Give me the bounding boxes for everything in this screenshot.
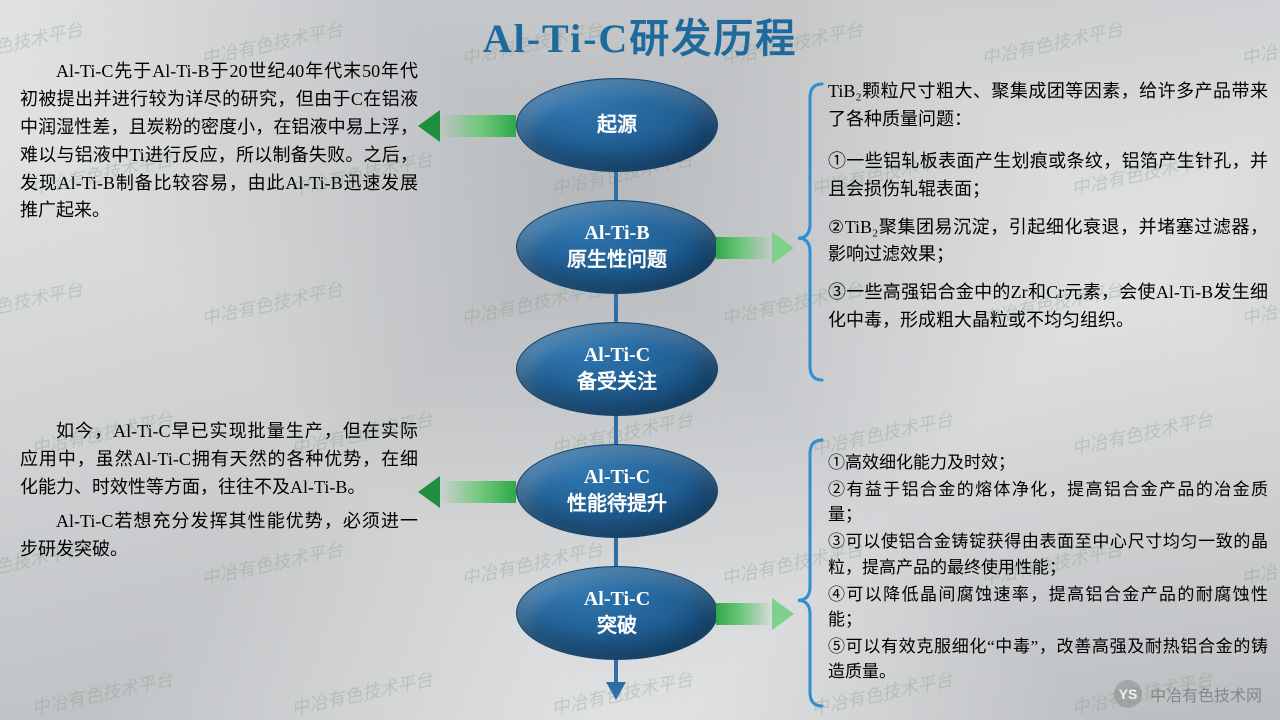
flow-arrowhead-icon [606,682,626,700]
altib-problem-item-1: ②TiB₂聚集团易沉淀，引起细化衰退，并堵塞过滤器，影响过滤效果； [828,214,1268,270]
flow-node-2-line1: Al-Ti-C [584,342,650,369]
footer-logo-text: 中冶有色技术网 [1150,682,1262,706]
watermark-text: 中冶有色技术平台 [0,275,85,330]
arrow-tip-icon [418,110,440,142]
connector-arrow-3 [716,600,794,628]
flow-node-2: Al-Ti-C备受关注 [516,322,718,416]
flow-node-2-line2: 备受关注 [577,369,657,396]
altic-benefit-item-4: ⑤可以有效克服细化“中毒”，改善高强及耐热铝合金的铸造质量。 [828,634,1268,684]
curly-brace-1 [796,436,826,710]
watermark-text: 中冶有色技术平台 [29,665,175,720]
arrow-bar [716,603,772,625]
connector-arrow-1 [716,234,794,262]
connector-arrow-2 [418,478,516,506]
arrow-bar [440,481,516,503]
flow-node-1-line2: 原生性问题 [567,247,667,274]
flow-node-4-line2: 突破 [597,613,637,640]
curly-brace-0 [796,80,826,384]
arrow-tip-icon [418,476,440,508]
altic-benefit-item-3: ④可以降低晶间腐蚀速率，提高铝合金产品的耐腐蚀性能； [828,582,1268,632]
page-title: Al-Ti-C研发历程 [0,6,1280,64]
flow-node-4-line1: Al-Ti-C [584,586,650,613]
left-text-improve-p1: 如今，Al-Ti-C早已实现批量生产，但在实际应用中，虽然Al-Ti-C拥有天然… [20,418,418,502]
flow-column: 起源Al-Ti-B原生性问题Al-Ti-C备受关注Al-Ti-C性能待提升Al-… [516,78,716,708]
altic-benefit-item-0: ①高效细化能力及时效； [828,450,1268,475]
flow-node-3: Al-Ti-C性能待提升 [516,444,718,538]
flow-node-0-line2: 起源 [597,112,637,139]
right-text-altib-problems: TiB₂颗粒尺寸粗大、聚集成团等因素，给许多产品带来了各种质量问题： ①一些铝轧… [828,78,1268,345]
right-text-altic-breakthrough: ①高效细化能力及时效；②有益于铝合金的熔体净化，提高铝合金产品的冶金质量；③可以… [828,450,1268,686]
arrow-bar [716,237,772,259]
arrow-tip-icon [772,232,794,264]
flow-node-1: Al-Ti-B原生性问题 [516,200,718,294]
watermark-text: 中冶有色技术平台 [289,665,435,720]
arrow-tip-icon [772,598,794,630]
altic-benefit-item-1: ②有益于铝合金的熔体净化，提高铝合金产品的冶金质量； [828,477,1268,527]
footer-logo: YS 中冶有色技术网 [1114,680,1262,708]
altic-benefit-item-2: ③可以使铝合金铸锭获得由表面至中心尺寸均匀一致的晶粒，提高产品的最终使用性能； [828,529,1268,579]
altib-problem-item-2: ③一些高强铝合金中的Zr和Cr元素，会使Al-Ti-B发生细化中毒，形成粗大晶粒… [828,279,1268,335]
flow-node-3-line2: 性能待提升 [567,491,667,518]
flow-node-4: Al-Ti-C突破 [516,566,718,660]
flow-node-1-line1: Al-Ti-B [584,220,649,247]
connector-arrow-0 [418,112,516,140]
altib-problem-item-0: ①一些铝轧板表面产生划痕或条纹，铝箔产生针孔，并且会损伤轧辊表面； [828,148,1268,204]
arrow-bar [440,115,516,137]
flow-node-0: 起源 [516,78,718,172]
left-text-origin: Al-Ti-C先于Al-Ti-B于20世纪40年代末50年代初被提出并进行较为详… [20,58,418,231]
right-text-altib-intro: TiB₂颗粒尺寸粗大、聚集成团等因素，给许多产品带来了各种质量问题： [828,78,1268,134]
left-text-improve: 如今，Al-Ti-C早已实现批量生产，但在实际应用中，虽然Al-Ti-C拥有天然… [20,418,418,569]
flow-node-3-line1: Al-Ti-C [584,464,650,491]
footer-logo-icon: YS [1114,680,1142,708]
left-text-origin-paragraph: Al-Ti-C先于Al-Ti-B于20世纪40年代末50年代初被提出并进行较为详… [20,58,418,225]
slide-root: 中冶有色技术平台中冶有色技术平台中冶有色技术平台中冶有色技术平台中冶有色技术平台… [0,0,1280,720]
watermark-text: 中冶有色技术平台 [199,275,345,330]
left-text-improve-p2: Al-Ti-C若想充分发挥其性能优势，必须进一步研发突破。 [20,508,418,564]
